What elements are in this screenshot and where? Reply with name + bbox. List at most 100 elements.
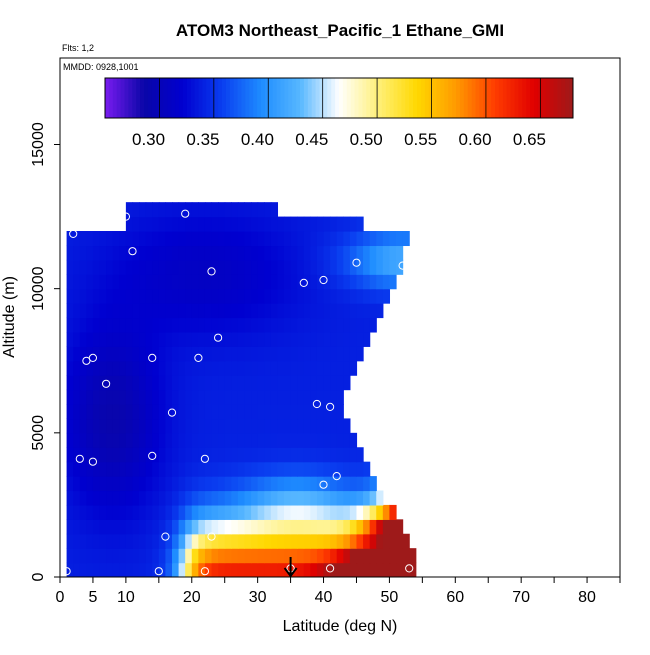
heatmap-cell [66,231,74,247]
heatmap-cell [244,490,252,506]
heatmap-cell [79,360,87,376]
heatmap-cell [198,418,206,434]
heatmap-cell [316,447,325,463]
heatmap-cell [73,418,81,434]
heatmap-cell [191,331,199,347]
heatmap-cell [178,504,186,520]
colorbar-swatch [163,78,168,118]
heatmap-cell [125,447,134,463]
heatmap-cell [310,389,318,405]
heatmap-cell [284,476,292,492]
heatmap-cell [198,533,206,549]
x-tick-label: 30 [249,589,267,606]
heatmap-cell [251,216,259,232]
x-tick-label: 20 [183,589,201,606]
heatmap-cell [211,375,219,391]
heatmap-cell [264,216,272,232]
heatmap-cell [191,418,199,434]
heatmap-cell [270,303,279,319]
heatmap-cell [396,548,404,564]
heatmap-cell [99,360,107,376]
colorbar-swatch [147,78,153,118]
heatmap-cell [343,533,351,549]
heatmap-cell [152,490,160,506]
heatmap-cell [244,245,252,261]
heatmap-cell [152,259,160,275]
heatmap-cell [270,216,279,232]
colorbar-swatch [179,78,184,118]
colorbar-swatch [506,78,512,118]
heatmap-cell [218,288,226,304]
heatmap-cell [191,375,199,391]
heatmap-cell [158,533,167,549]
colorbar-swatch [479,78,484,118]
heatmap-cell [257,504,265,520]
heatmap-cell [297,447,305,463]
heatmap-cell [251,360,259,376]
heatmap-cell [297,317,305,333]
heatmap-cell [172,317,180,333]
heatmap-cell [389,259,397,275]
heatmap-cell [112,375,120,391]
heatmap-cell [363,533,371,549]
heatmap-cell [270,245,279,261]
heatmap-cell [112,274,120,290]
heatmap-cell [125,548,134,564]
heatmap-cell [152,548,160,564]
heatmap-cell [270,259,279,275]
heatmap-cell [363,548,371,564]
heatmap-cell [172,231,180,247]
sample-point [207,532,216,541]
heatmap-cell [336,562,344,577]
heatmap-cell [73,245,81,261]
heatmap-cell [330,447,338,463]
heatmap-cell [178,418,186,434]
sample-point [69,229,78,238]
heatmap-cell [237,404,246,420]
heatmap-cell [218,476,226,492]
heatmap-cell [303,288,311,304]
heatmap-cell [73,346,81,362]
heatmap-cell [277,461,285,477]
heatmap-cell [191,202,199,218]
heatmap-cell [343,231,351,247]
heatmap-cell [191,346,199,362]
heatmap-cell [139,202,147,218]
heatmap-cell [310,533,318,549]
heatmap-cell [343,331,351,347]
heatmap-cell [73,447,81,463]
colorbar: 0.30 0.35 0.40 0.45 0.50 0.55 0.60 0.65 [104,77,574,149]
heatmap-cell [99,303,107,319]
heatmap-cell [66,331,74,347]
heatmap-cell [297,562,305,577]
heatmap-cell [356,216,364,232]
heatmap-cell [382,504,391,520]
heatmap-cell [106,432,114,448]
heatmap-cell [106,533,114,549]
heatmap-cell [231,461,239,477]
heatmap-cell [257,562,265,577]
heatmap-cell [99,504,107,520]
heatmap-cell [172,461,180,477]
heatmap-cell [224,245,232,261]
heatmap-cell [132,447,140,463]
heatmap-cell [211,490,219,506]
heatmap-cell [330,274,338,290]
heatmap-cell [119,418,127,434]
heatmap-cell [251,476,259,492]
heatmap-cell [198,548,206,564]
heatmap-cell [330,490,338,506]
heatmap-cell [356,490,364,506]
heatmap-cell [237,259,246,275]
heatmap-cell [73,461,81,477]
heatmap-cell [363,331,371,347]
heatmap-cell [244,375,252,391]
heatmap-cell [336,216,344,232]
heatmap-cell [79,490,87,506]
heatmap-cell [251,375,259,391]
heatmap-cell [244,533,252,549]
heatmap-cell [139,404,147,420]
heatmap-cell [178,274,186,290]
heatmap-cell [310,476,318,492]
heatmap-cell [237,461,246,477]
